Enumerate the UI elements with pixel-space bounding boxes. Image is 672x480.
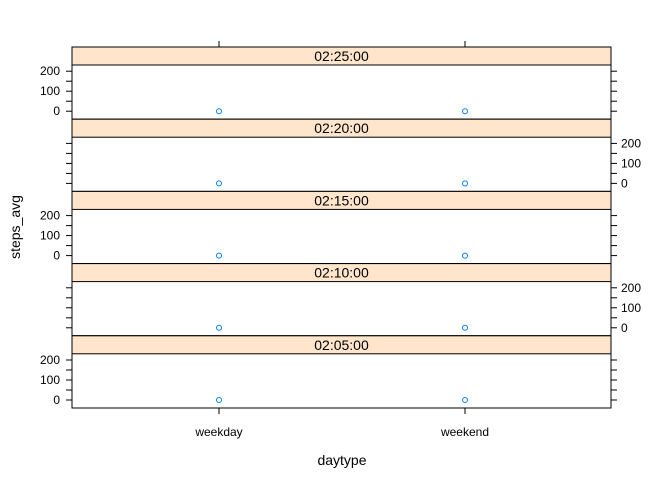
x-tick-label: weekend (440, 425, 489, 439)
y-tick-label: 200 (40, 353, 60, 367)
data-point (462, 397, 468, 403)
panel: 02:05:00 0 100 200 (40, 335, 617, 409)
panel-strip (71, 118, 612, 138)
panel-strip-label: 02:25:00 (314, 48, 369, 64)
panel-strip-label: 02:10:00 (314, 265, 369, 281)
y-tick-label: 200 (40, 64, 60, 78)
y-tick-label: 100 (40, 229, 60, 243)
y-tick-label: 200 (621, 281, 641, 295)
y-tick-label: 100 (621, 156, 641, 170)
data-point (462, 324, 468, 331)
y-tick-label: 0 (53, 104, 60, 118)
panel-strip-label: 02:05:00 (314, 337, 369, 353)
panel: 02:25:00 0 100 200 (40, 46, 617, 120)
panel: 02:10:00 0 100 200 (66, 263, 641, 337)
y-tick-label: 0 (621, 321, 628, 335)
y-tick-label: 100 (40, 84, 60, 98)
panel-strip (71, 190, 612, 210)
panel-strip (71, 46, 612, 66)
data-point (216, 397, 222, 403)
y-tick-label: 200 (621, 136, 641, 150)
data-point (462, 252, 468, 259)
y-tick-label: 0 (53, 249, 60, 263)
x-axis-title: daytype (317, 452, 366, 468)
y-tick-label: 100 (621, 301, 641, 315)
panel: 02:15:00 0 100 200 (40, 190, 617, 265)
y-tick-label: 100 (40, 373, 60, 387)
panel-strip-label: 02:20:00 (314, 120, 369, 136)
panel-strip (71, 263, 612, 283)
y-tick-label: 0 (53, 393, 60, 407)
data-point (216, 108, 222, 115)
data-point (462, 180, 468, 187)
panel-strip (71, 335, 612, 355)
y-axis-title: steps_avg (7, 195, 23, 259)
y-tick-label: 0 (621, 176, 628, 190)
data-point (216, 180, 222, 187)
panels-group: 02:25:00 0 100 200 02:20:00 0 100 200 02:15:00 0 1… (40, 46, 641, 409)
data-point (216, 324, 222, 331)
x-tick-label: weekday (194, 425, 242, 439)
data-point (462, 108, 468, 115)
y-tick-label: 200 (40, 209, 60, 223)
data-point (216, 252, 222, 259)
panel: 02:20:00 0 100 200 (66, 118, 641, 192)
panel-strip-label: 02:15:00 (314, 192, 369, 208)
x-axis: weekday weekend (194, 41, 489, 439)
